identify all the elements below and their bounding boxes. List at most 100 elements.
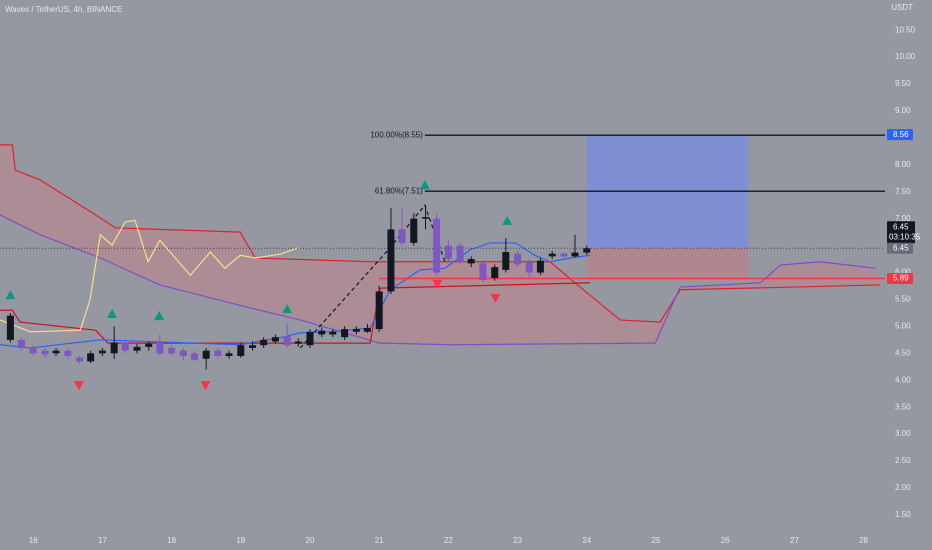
x-tick-label: 16: [29, 536, 38, 545]
candle-body: [514, 253, 522, 265]
candle-body: [571, 252, 579, 257]
signal-up: [154, 311, 165, 321]
candle-body: [260, 339, 268, 346]
candle-body: [179, 350, 187, 357]
candle-body: [456, 245, 464, 262]
fib-label: 100.00%(8.55): [370, 130, 423, 139]
candle-body: [363, 328, 371, 332]
chart-title: Waves / TetherUS, 4h, BINANCE: [5, 5, 122, 14]
candle-body: [98, 350, 106, 354]
cloud-fill: [0, 144, 881, 345]
x-tick-label: 20: [306, 536, 315, 545]
candle-body: [168, 347, 176, 354]
y-tick-label: 4.50: [895, 348, 911, 357]
candle-body: [133, 346, 141, 351]
line-average: [0, 242, 591, 349]
stop-price-label-box: [887, 272, 913, 284]
signal-up: [419, 180, 430, 190]
x-tick-label: 23: [513, 536, 522, 545]
position-stop: [586, 248, 748, 279]
last-price-box: [887, 221, 915, 244]
candle-body: [76, 357, 84, 362]
signal-down: [432, 279, 443, 289]
candle-body: [548, 253, 556, 257]
y-tick-label: 6.00: [895, 268, 911, 277]
signal-up: [107, 309, 118, 319]
signal-down: [73, 381, 84, 391]
y-tick-label: 7.50: [895, 187, 911, 196]
candle-body: [536, 260, 544, 273]
signal-up: [282, 304, 293, 314]
candle-body: [6, 315, 14, 340]
target-price-label-box: [887, 129, 913, 141]
candle-body: [444, 245, 452, 260]
candle-body: [329, 331, 337, 335]
y-tick-label: 7.00: [895, 214, 911, 223]
signal-up: [502, 215, 513, 225]
entry-price-label: 6.45: [893, 243, 909, 252]
candle-body: [41, 350, 49, 355]
y-tick-label: 3.00: [895, 429, 911, 438]
candle-body: [387, 229, 395, 292]
candle-body: [306, 331, 314, 346]
candle-body: [202, 350, 210, 359]
x-tick-label: 21: [375, 536, 384, 545]
candle-body: [433, 218, 441, 273]
y-tick-label: 3.50: [895, 402, 911, 411]
y-tick-label: 10.50: [895, 25, 916, 34]
candle-body: [29, 347, 37, 354]
candle-body: [341, 329, 349, 338]
x-tick-label: 17: [98, 536, 107, 545]
candle-body: [422, 217, 430, 219]
candle-body: [352, 329, 360, 332]
y-tick-label: 2.50: [895, 456, 911, 465]
candle-body: [491, 267, 499, 278]
y-tick-label: 5.50: [895, 295, 911, 304]
signal-down: [490, 293, 501, 303]
y-tick-label: 8.00: [895, 160, 911, 169]
x-tick-label: 18: [167, 536, 176, 545]
candle-body: [214, 350, 222, 357]
candle-body: [479, 263, 487, 281]
y-tick-label: 5.00: [895, 322, 911, 331]
x-tick-label: 27: [790, 536, 799, 545]
y-tick-label: 1.50: [895, 510, 911, 519]
candle-body: [121, 342, 129, 351]
x-tick-label: 19: [236, 536, 245, 545]
candle-body: [17, 339, 25, 348]
x-tick-label: 28: [859, 536, 868, 545]
candle-body: [64, 350, 72, 357]
x-tick-label: 22: [444, 536, 453, 545]
candle-body: [410, 218, 418, 243]
candle-body: [375, 291, 383, 330]
y-tick-label: 2.00: [895, 483, 911, 492]
line-lagging: [0, 219, 299, 333]
currency-label: USDT: [891, 3, 913, 12]
candle-body: [318, 330, 326, 335]
target-price-label: 8.56: [893, 130, 909, 139]
candle-body: [249, 345, 257, 348]
candle-body: [145, 343, 153, 347]
last-price-label: 6.45: [893, 222, 909, 231]
stop-price-label: 5.89: [893, 274, 909, 283]
candle-body: [225, 353, 233, 357]
y-tick-label: 4.00: [895, 375, 911, 384]
y-tick-label: 9.50: [895, 79, 911, 88]
y-tick-label: 10.00: [895, 52, 916, 61]
candle-body: [52, 350, 60, 354]
candle-body: [560, 253, 568, 257]
candle-body: [271, 337, 279, 342]
y-tick-label: 9.00: [895, 106, 911, 115]
entry-price-label-box: [887, 242, 913, 254]
candle-body: [583, 248, 591, 253]
signal-up: [5, 290, 16, 300]
x-tick-label: 26: [721, 536, 730, 545]
candle-body: [294, 341, 302, 344]
candle-body: [190, 353, 198, 360]
candle-body: [525, 261, 533, 273]
candle-body: [87, 353, 95, 362]
candle-body: [110, 342, 118, 354]
